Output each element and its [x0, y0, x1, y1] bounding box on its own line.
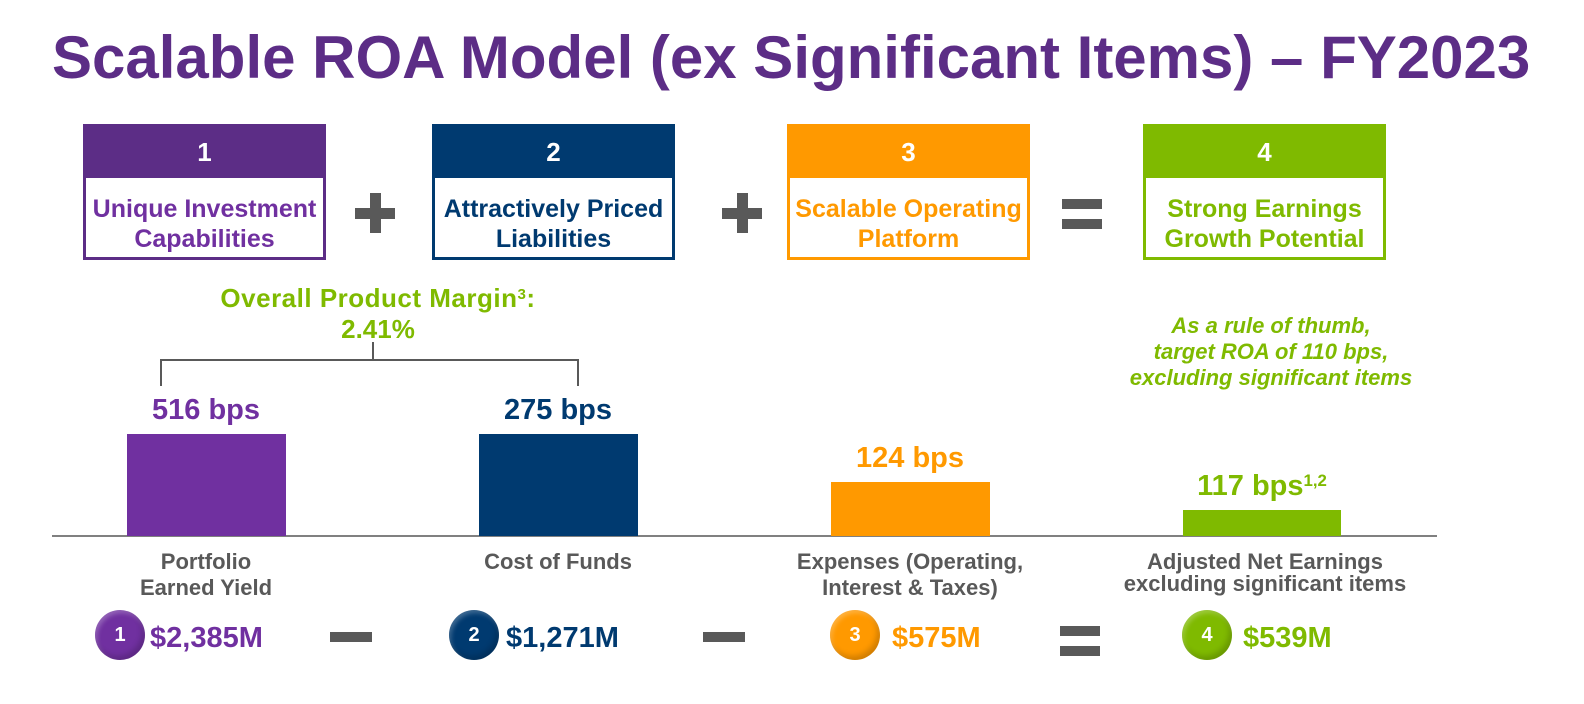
pillar-card-operating-platform: 3 Scalable Operating Platform: [787, 124, 1030, 260]
minus-icon: [330, 632, 372, 642]
bar-value-label: 117 bps1,2: [1142, 470, 1382, 506]
x-axis-baseline: [52, 535, 1437, 537]
bar-portfolio-earned-yield: [127, 434, 286, 536]
bar-expenses: [831, 482, 990, 536]
amount-value: $2,385M: [150, 622, 263, 654]
category-label: Adjusted Net Earnings excluding signific…: [1105, 551, 1425, 595]
plus-icon: [355, 193, 395, 233]
amount-value: $575M: [892, 622, 981, 654]
product-margin-suffix: :: [526, 283, 536, 313]
pillar-label: Unique Investment Capabilities: [86, 178, 323, 254]
product-margin-label: Overall Product Margin: [220, 283, 518, 313]
bar-value-footnote: 1,2: [1303, 470, 1327, 490]
bracket-horizontal-line: [160, 359, 579, 361]
pillar-label: Strong Earnings Growth Potential: [1146, 178, 1383, 254]
pillar-card-priced-liabilities: 2 Attractively Priced Liabilities: [432, 124, 675, 260]
product-margin-footnote: 3: [517, 285, 527, 303]
pillar-label-line: Platform: [857, 225, 960, 253]
bar-value-label: 275 bps: [504, 394, 612, 426]
bracket-center-tick: [372, 342, 374, 360]
pillar-label: Attractively Priced Liabilities: [435, 178, 672, 254]
pillar-number: 4: [1146, 127, 1383, 178]
category-label-line: Portfolio: [160, 549, 252, 574]
number-badge: 3: [830, 610, 880, 660]
number-badge: 1: [95, 610, 145, 660]
product-margin-value: 2.41%: [341, 314, 415, 344]
bar-value-text: 117 bps: [1197, 470, 1304, 502]
pillar-number: 2: [435, 127, 672, 178]
pillar-label-line: Scalable Operating: [795, 195, 1022, 223]
number-badge: 2: [449, 610, 499, 660]
category-label: Expenses (Operating, Interest & Taxes): [750, 549, 1070, 601]
pillar-label-line: Capabilities: [134, 225, 275, 253]
note-line: As a rule of thumb,: [1171, 313, 1371, 338]
pillar-label: Scalable Operating Platform: [790, 178, 1027, 254]
product-margin-heading: Overall Product Margin3:: [178, 285, 578, 316]
product-margin-callout: Overall Product Margin3: 2.41%: [178, 285, 578, 342]
pillar-label-line: Unique Investment: [92, 195, 317, 223]
pillar-label-line: Growth Potential: [1164, 225, 1365, 253]
minus-icon: [703, 632, 745, 642]
bracket-right-tick: [577, 359, 579, 386]
plus-icon: [722, 193, 762, 233]
bar-cost-of-funds: [479, 434, 638, 536]
equals-icon: [1062, 199, 1102, 229]
target-roa-note: As a rule of thumb, target ROA of 110 bp…: [1071, 313, 1471, 391]
category-label-line: Expenses (Operating,: [796, 549, 1024, 574]
number-badge: 4: [1182, 610, 1232, 660]
pillar-label-line: Strong Earnings: [1167, 195, 1362, 223]
pillar-number: 3: [790, 127, 1027, 178]
category-label: Cost of Funds: [398, 549, 718, 575]
equals-icon: [1060, 626, 1100, 656]
category-label-line: Earned Yield: [139, 575, 273, 600]
pillar-label-line: Liabilities: [495, 225, 612, 253]
bar-adjusted-net-earnings: [1183, 510, 1341, 536]
bar-value-label: 516 bps: [152, 394, 260, 426]
amount-value: $1,271M: [506, 622, 619, 654]
category-label-line: Interest & Taxes): [822, 575, 998, 600]
slide-title: Scalable ROA Model (ex Significant Items…: [52, 24, 1531, 91]
category-label-line: excluding significant items: [1123, 571, 1407, 596]
pillar-card-earnings-growth: 4 Strong Earnings Growth Potential: [1143, 124, 1386, 260]
pillar-label-line: Attractively Priced: [443, 195, 664, 223]
pillar-card-investment-capabilities: 1 Unique Investment Capabilities: [83, 124, 326, 260]
note-line: excluding significant items: [1129, 365, 1413, 390]
category-label-line: Cost of Funds: [484, 549, 632, 574]
category-label: Portfolio Earned Yield: [46, 549, 366, 601]
bracket-left-tick: [160, 359, 162, 386]
note-line: target ROA of 110 bps,: [1153, 339, 1389, 364]
pillar-number: 1: [86, 127, 323, 178]
bar-value-label: 124 bps: [856, 442, 964, 474]
amount-value: $539M: [1243, 622, 1332, 654]
category-label-line: Adjusted Net Earnings: [1147, 549, 1383, 574]
